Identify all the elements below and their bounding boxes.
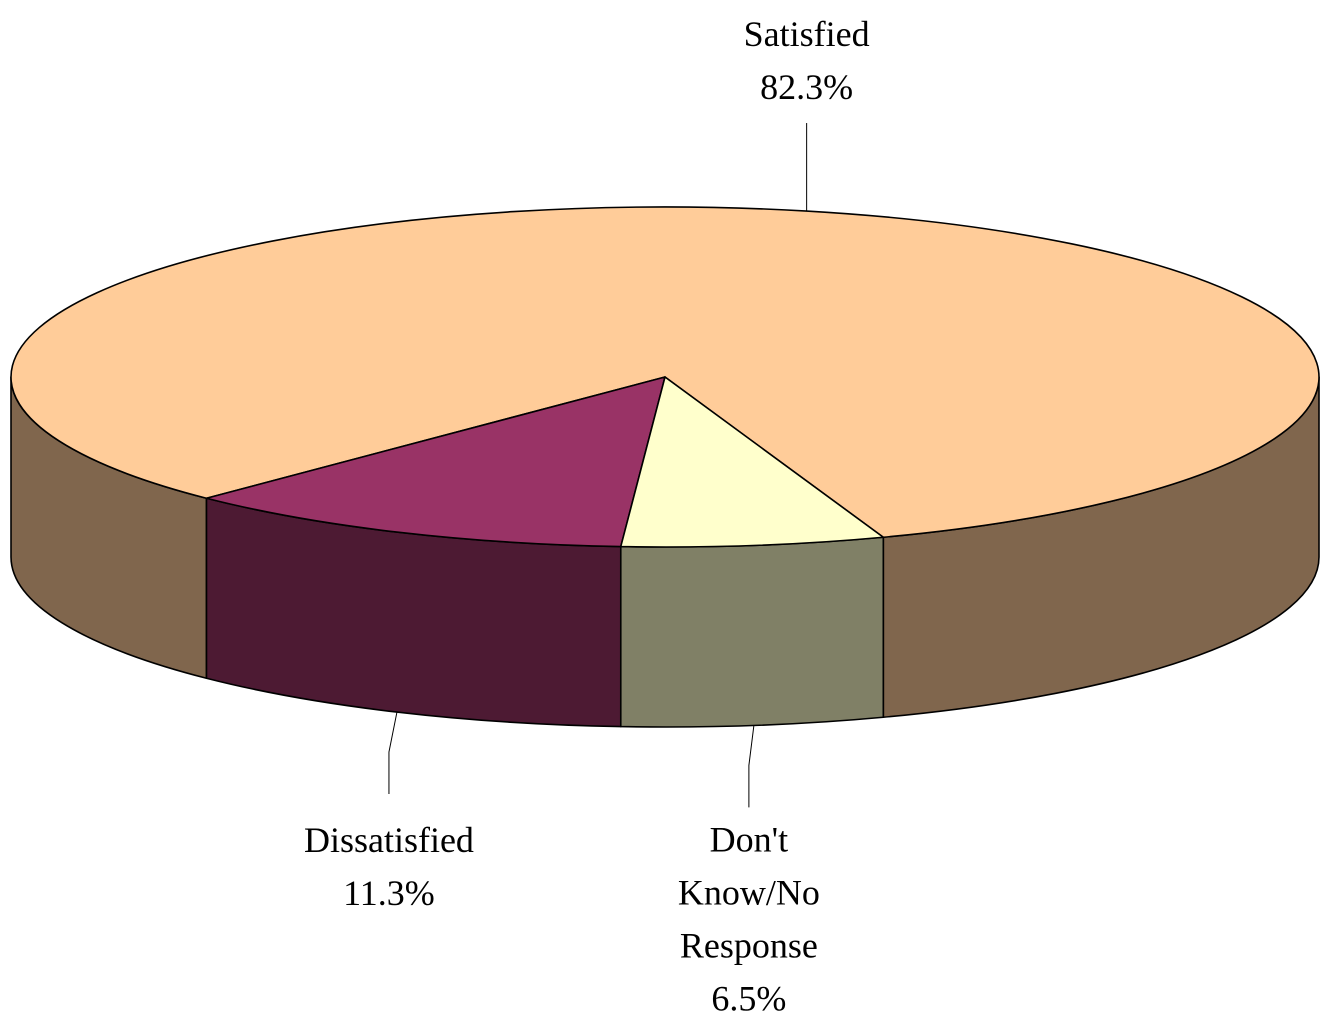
slice-label-line: Don't	[710, 819, 789, 859]
slice-label-line: Satisfied	[744, 14, 870, 54]
pie-slice-dissatisfied	[205, 376, 666, 548]
slice-label-line: 11.3%	[343, 873, 435, 913]
pie-tops	[10, 206, 1320, 548]
slice-label-line: 82.3%	[760, 67, 853, 107]
pie-side-don-t-know-no-response	[619, 536, 885, 728]
leader-line-don-t-know-no-response	[748, 725, 755, 808]
pie-sides	[10, 376, 1320, 728]
slice-label-line: Know/No	[678, 872, 820, 912]
slice-labels: Satisfied 82.3% Dissatisfied 11.3% Don't Know…	[304, 14, 870, 1018]
pie-slice-don-t-know-no-response	[619, 376, 885, 548]
slice-label-dissatisfied: Dissatisfied 11.3%	[304, 820, 474, 913]
slice-label-line: 6.5%	[711, 978, 786, 1018]
slice-label-satisfied: Satisfied 82.3%	[744, 14, 870, 107]
leader-lines	[388, 123, 808, 808]
slice-label-line: Response	[680, 925, 818, 965]
slice-label-don-t-know-no-response: Don't Know/No Response 6.5%	[678, 819, 820, 1018]
pie-slice-satisfied	[10, 206, 1320, 539]
leader-line-dissatisfied	[388, 711, 398, 795]
slice-label-line: Dissatisfied	[304, 820, 474, 860]
